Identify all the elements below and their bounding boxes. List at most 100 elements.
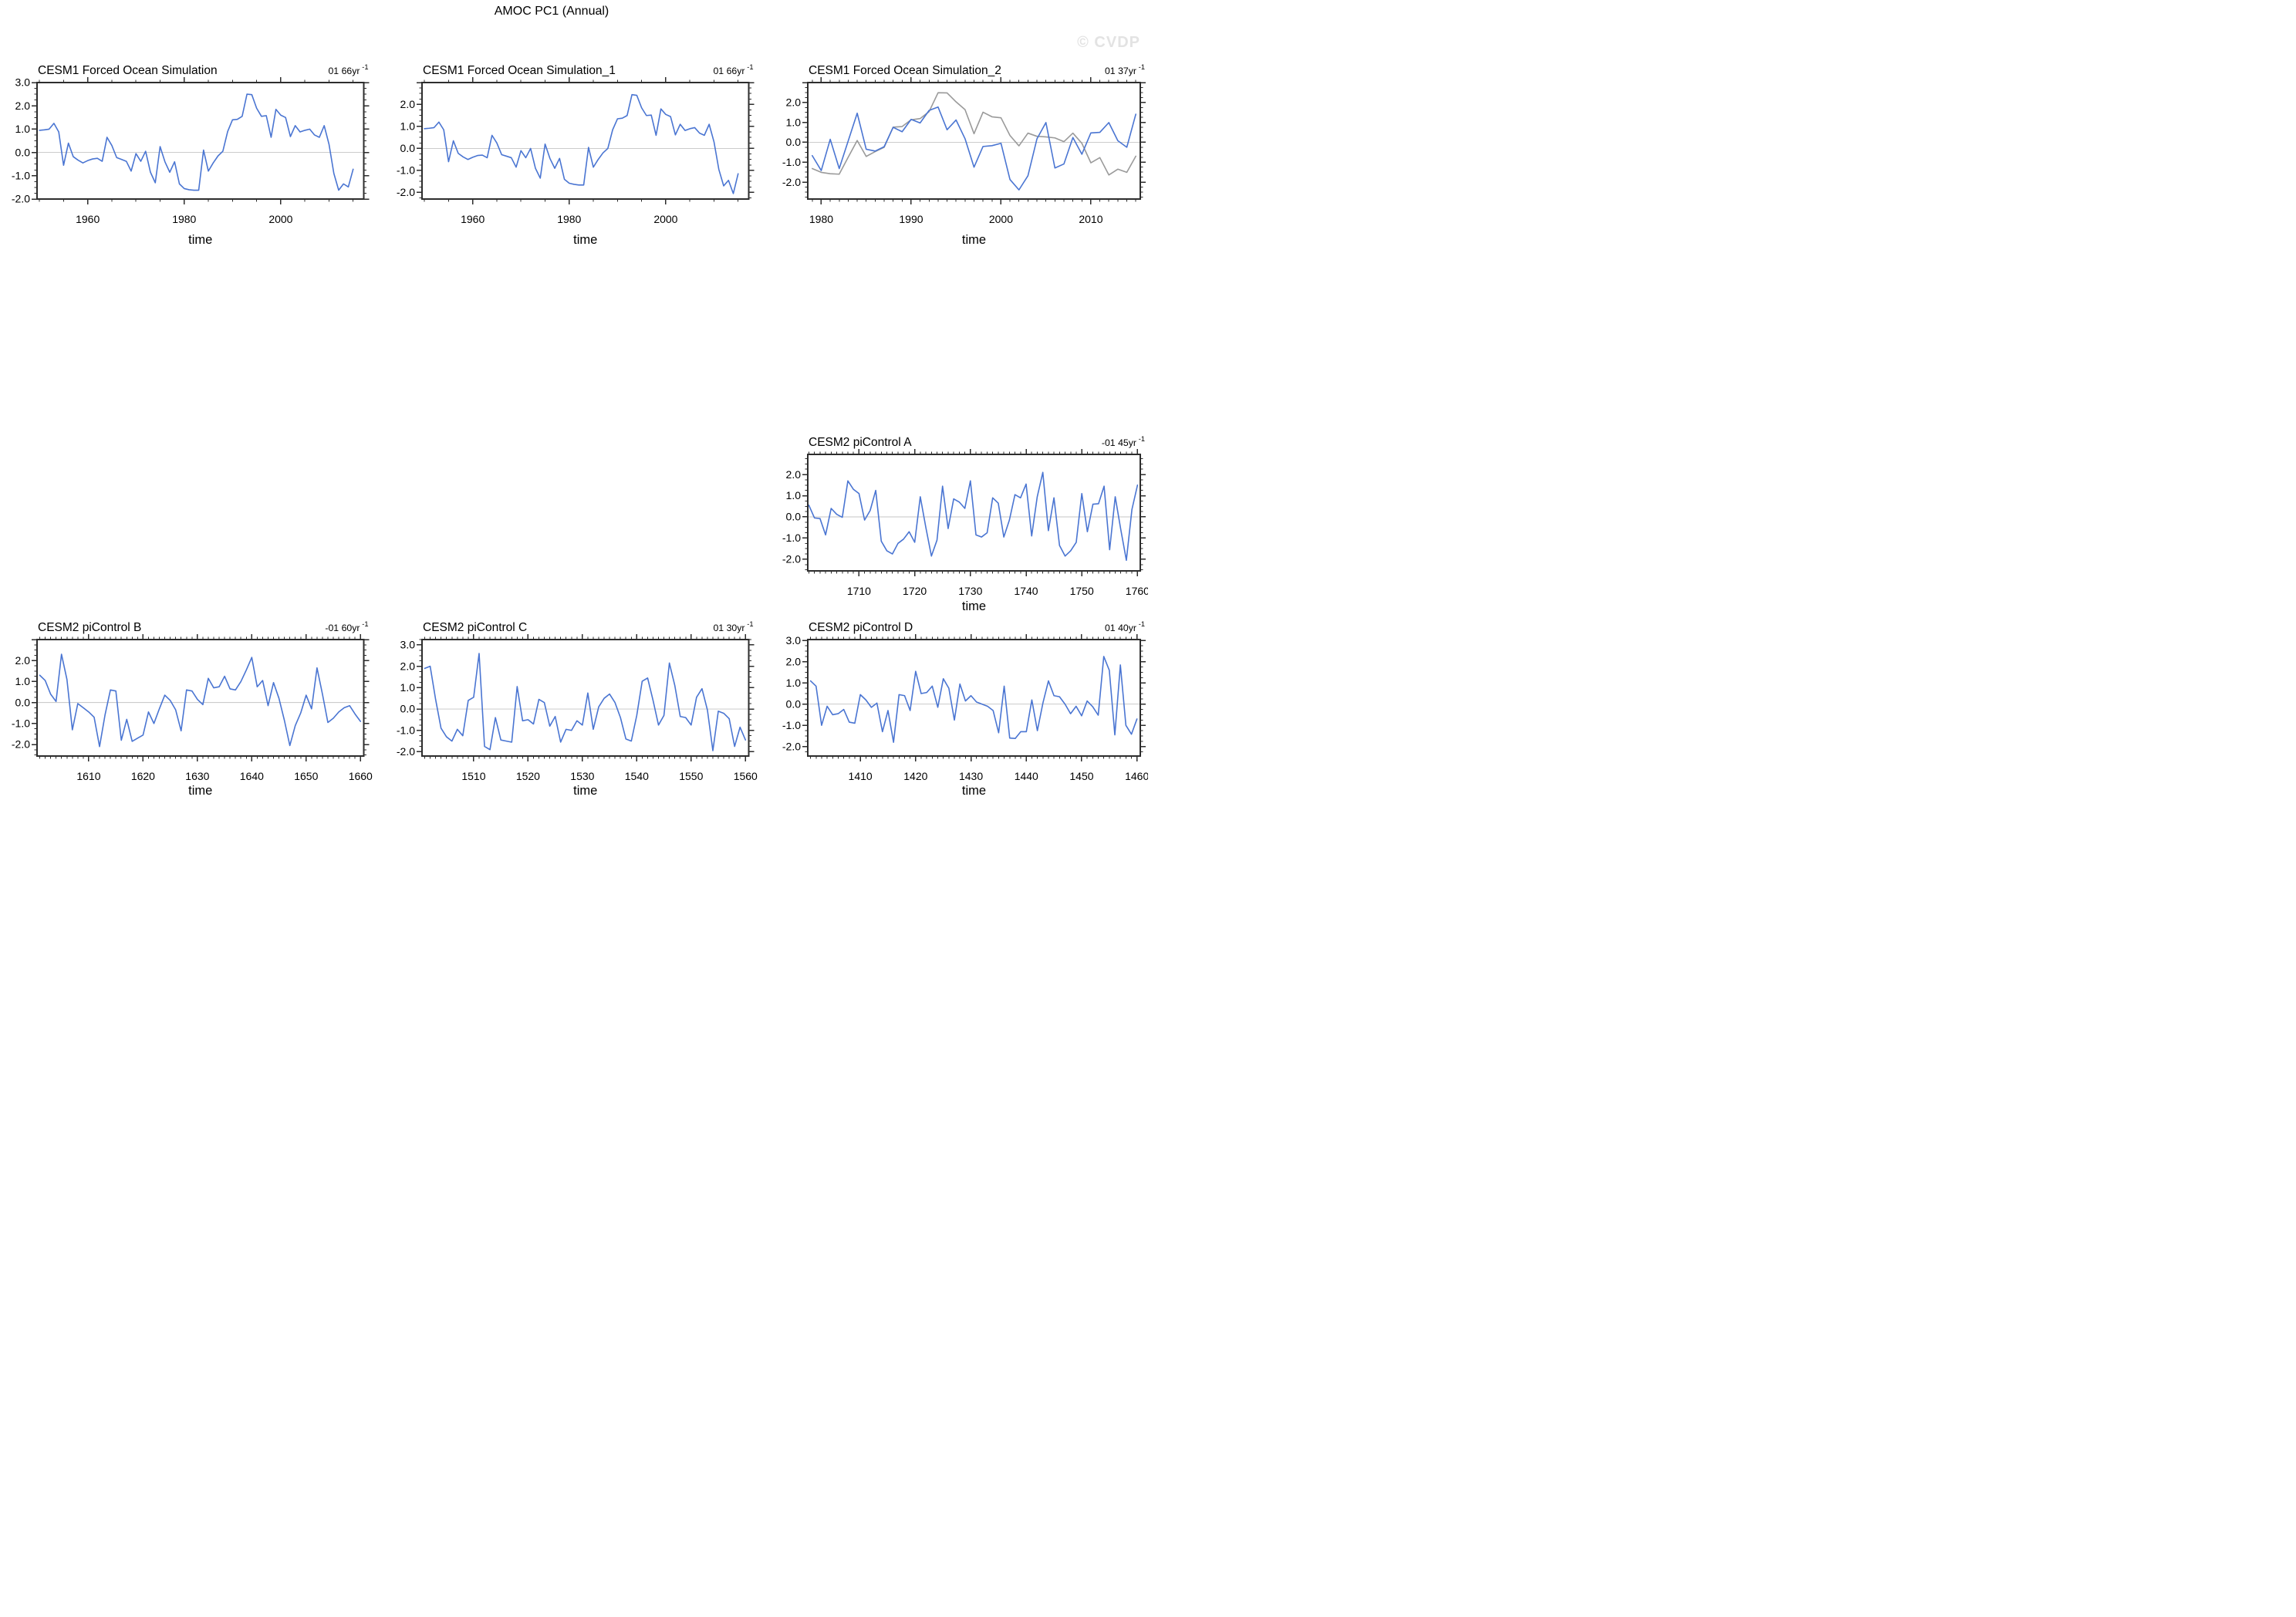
y-tick-label: 0.0 bbox=[15, 696, 30, 708]
y-tick-label: 2.0 bbox=[15, 99, 30, 111]
y-tick-label: 1.0 bbox=[785, 489, 801, 501]
y-tick-label: -1.0 bbox=[396, 724, 414, 736]
panel-title: CESM2 piControl D bbox=[809, 621, 913, 634]
y-tick-label: 1.0 bbox=[785, 116, 801, 128]
panel-cesm2-picontrol-c: 1510 1520 1530 1540 1550 1560 -2.0 -1.0 0.0 1.0 2.… bbox=[387, 612, 766, 805]
series-line-blue bbox=[423, 93, 739, 194]
panel-cesm1-forced-ocean-simulation-2: 1980 1990 2000 2010 -2.0 -1.0 0.0 1.0 2.0 CESM1 F… bbox=[772, 55, 1149, 248]
panel-cesm2-picontrol-b: 1610 1620 1630 1640 1650 1660 -2.0 -1.0 0.0 1.0 2.… bbox=[2, 612, 381, 805]
corner-label: 01 37yr bbox=[1104, 66, 1136, 76]
y-tick-label: -2.0 bbox=[782, 175, 800, 187]
chart-svg: 1710 1720 1730 1740 1750 1760 -2.0 -1.0 0.0 1.0 2.… bbox=[782, 435, 1148, 613]
plot-frame bbox=[806, 454, 1141, 572]
corner-label-superscript: -1 bbox=[1138, 620, 1144, 628]
corner-label-superscript: -1 bbox=[362, 63, 368, 71]
chart-svg: 1510 1520 1530 1540 1550 1560 -2.0 -1.0 0.0 1.0 2.… bbox=[396, 620, 757, 798]
panel-title: CESM2 piControl B bbox=[38, 621, 141, 634]
panel-cesm1-forced-ocean-simulation-1: 1960 1980 2000 -2.0 -1.0 0.0 1.0 2.0 CESM1 Force… bbox=[387, 55, 766, 248]
x-tick-label: 1740 bbox=[1014, 585, 1038, 597]
figure-page: AMOC PC1 (Annual) © CVDP 1960 1980 2000 -2.… bbox=[0, 0, 1148, 808]
x-tick-label: 1710 bbox=[846, 585, 870, 597]
x-tick-label: 2010 bbox=[1079, 213, 1102, 225]
x-tick-label: 1960 bbox=[461, 213, 485, 225]
y-tick-label: -2.0 bbox=[396, 745, 414, 758]
x-tick-label: 1430 bbox=[958, 770, 982, 782]
x-axis-label: time bbox=[961, 233, 985, 247]
panel-cesm1-forced-ocean-simulation: 1960 1980 2000 -2.0 -1.0 0.0 1.0 2.0 3.0 CESM1 Fo… bbox=[2, 55, 381, 248]
series-line-blue bbox=[808, 471, 1138, 562]
y-tick-label: 1.0 bbox=[400, 681, 415, 694]
y-tick-label: 2.0 bbox=[785, 468, 801, 481]
y-tick-label: 0.0 bbox=[785, 136, 801, 148]
panel-title: CESM1 Forced Ocean Simulation_2 bbox=[809, 64, 1001, 77]
panel-cesm2-picontrol-a: 1710 1720 1730 1740 1750 1760 -2.0 -1.0 0.0 1.0 2.… bbox=[772, 427, 1148, 620]
series-line-blue bbox=[811, 106, 1136, 191]
series-line-blue bbox=[809, 656, 1138, 743]
y-tick-label: -2.0 bbox=[11, 192, 29, 204]
y-tick-label: 3.0 bbox=[785, 634, 801, 646]
figure-title: AMOC PC1 (Annual) bbox=[494, 5, 609, 18]
y-tick-label: 1.0 bbox=[15, 675, 30, 687]
x-tick-label: 1730 bbox=[958, 585, 982, 597]
y-tick-label: 2.0 bbox=[400, 98, 415, 110]
x-tick-label: 1660 bbox=[348, 770, 372, 782]
y-tick-label: -1.0 bbox=[11, 717, 29, 730]
corner-label-superscript: -1 bbox=[1138, 63, 1144, 71]
y-tick-label: 3.0 bbox=[15, 76, 30, 88]
y-tick-label: 0.0 bbox=[785, 697, 801, 710]
chart-svg: 1610 1620 1630 1640 1650 1660 -2.0 -1.0 0.0 1.0 2.… bbox=[11, 620, 372, 798]
corner-label-superscript: -1 bbox=[1138, 435, 1144, 443]
y-tick-label: -2.0 bbox=[11, 738, 29, 751]
x-tick-label: 1650 bbox=[294, 770, 318, 782]
corner-label-superscript: -1 bbox=[747, 620, 753, 628]
x-tick-label: 1540 bbox=[624, 770, 648, 782]
series-line-gray bbox=[811, 91, 1136, 176]
panel-cesm2-picontrol-d: 1410 1420 1430 1440 1450 1460 -2.0 -1.0 0.0 1.0 2.… bbox=[772, 612, 1148, 805]
x-tick-label: 1720 bbox=[903, 585, 927, 597]
panel-title: CESM2 piControl C bbox=[423, 621, 527, 634]
corner-label: -01 45yr bbox=[1101, 437, 1136, 448]
plot-frame bbox=[806, 639, 1141, 757]
x-tick-label: 1640 bbox=[239, 770, 263, 782]
x-tick-label: 1420 bbox=[903, 770, 927, 782]
y-tick-label: -2.0 bbox=[396, 186, 414, 198]
x-tick-label: 1980 bbox=[809, 213, 832, 225]
x-tick-label: 2000 bbox=[268, 213, 292, 225]
x-tick-label: 1440 bbox=[1014, 770, 1038, 782]
y-tick-label: 2.0 bbox=[785, 96, 801, 108]
x-tick-label: 1980 bbox=[557, 213, 581, 225]
chart-svg: 1960 1980 2000 -2.0 -1.0 0.0 1.0 2.0 3.0 CESM1 Fo… bbox=[11, 63, 369, 247]
series-line-blue bbox=[39, 653, 361, 748]
corner-label: 01 66yr bbox=[713, 66, 745, 76]
panel-title: CESM1 Forced Ocean Simulation bbox=[38, 64, 218, 77]
x-tick-label: 1750 bbox=[1069, 585, 1093, 597]
y-tick-label: -1.0 bbox=[396, 164, 414, 176]
plot-frame bbox=[35, 81, 364, 200]
y-tick-label: -2.0 bbox=[782, 740, 800, 752]
y-tick-label: 0.0 bbox=[400, 703, 415, 715]
cvdp-watermark: © CVDP bbox=[1077, 34, 1140, 51]
x-tick-label: 1520 bbox=[515, 770, 539, 782]
y-tick-label: 0.0 bbox=[785, 511, 801, 523]
x-tick-label: 1610 bbox=[76, 770, 100, 782]
series-line-blue bbox=[38, 93, 354, 191]
x-axis-label: time bbox=[188, 233, 212, 247]
y-tick-label: 0.0 bbox=[15, 146, 30, 158]
y-tick-label: -2.0 bbox=[782, 553, 800, 565]
y-tick-label: 3.0 bbox=[400, 639, 415, 651]
x-axis-label: time bbox=[573, 233, 597, 247]
y-tick-label: 2.0 bbox=[400, 660, 415, 672]
chart-svg: 1960 1980 2000 -2.0 -1.0 0.0 1.0 2.0 CESM1 Force… bbox=[396, 63, 754, 247]
x-tick-label: 1980 bbox=[172, 213, 196, 225]
corner-label-superscript: -1 bbox=[747, 63, 753, 71]
x-tick-label: 1510 bbox=[461, 770, 485, 782]
plot-frame bbox=[806, 81, 1141, 200]
x-tick-label: 1620 bbox=[130, 770, 154, 782]
y-tick-label: 0.0 bbox=[400, 142, 415, 154]
y-tick-label: 2.0 bbox=[785, 656, 801, 668]
y-tick-label: 2.0 bbox=[15, 654, 30, 667]
y-tick-label: -1.0 bbox=[11, 169, 29, 181]
x-axis-label: time bbox=[961, 599, 985, 613]
y-tick-label: 1.0 bbox=[400, 120, 415, 132]
x-tick-label: 1460 bbox=[1125, 770, 1148, 782]
